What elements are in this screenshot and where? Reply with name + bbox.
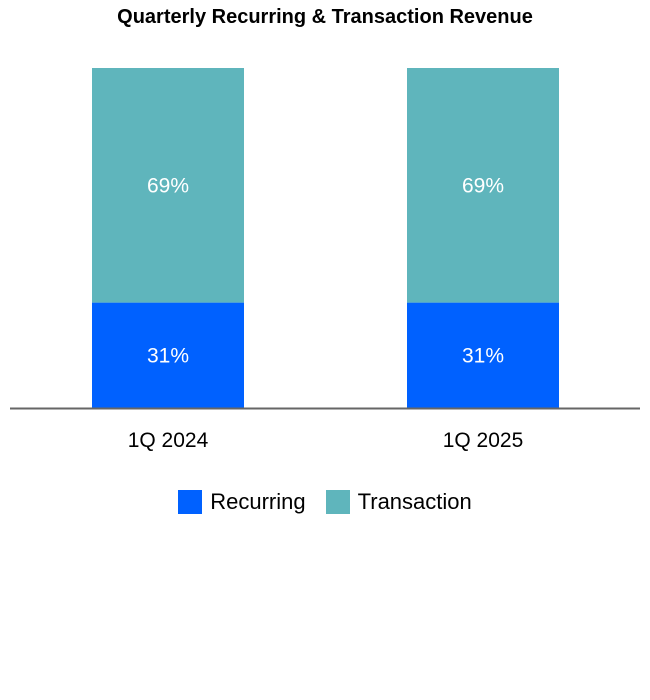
legend-swatch-recurring [178, 490, 203, 514]
legend-item-recurring: Recurring [178, 489, 306, 515]
data-label: 69% [147, 174, 189, 197]
legend-label: Transaction [357, 489, 472, 514]
x-tick-label: 1Q 2025 [443, 429, 524, 452]
chart-title: Quarterly Recurring & Transaction Revenu… [117, 6, 533, 28]
legend-label: Recurring [210, 489, 306, 514]
data-label: 69% [462, 174, 504, 197]
legend-swatch-transaction [325, 490, 350, 514]
bar-recurring [407, 302, 559, 408]
x-tick-label: 1Q 2024 [128, 429, 209, 452]
bar-transaction [92, 68, 244, 303]
legend: Recurring Transaction [0, 489, 650, 515]
bar-transaction [407, 68, 559, 303]
bar-recurring [92, 302, 244, 408]
data-label: 31% [147, 344, 189, 367]
legend-item-transaction: Transaction [325, 489, 472, 515]
data-label: 31% [462, 344, 504, 367]
